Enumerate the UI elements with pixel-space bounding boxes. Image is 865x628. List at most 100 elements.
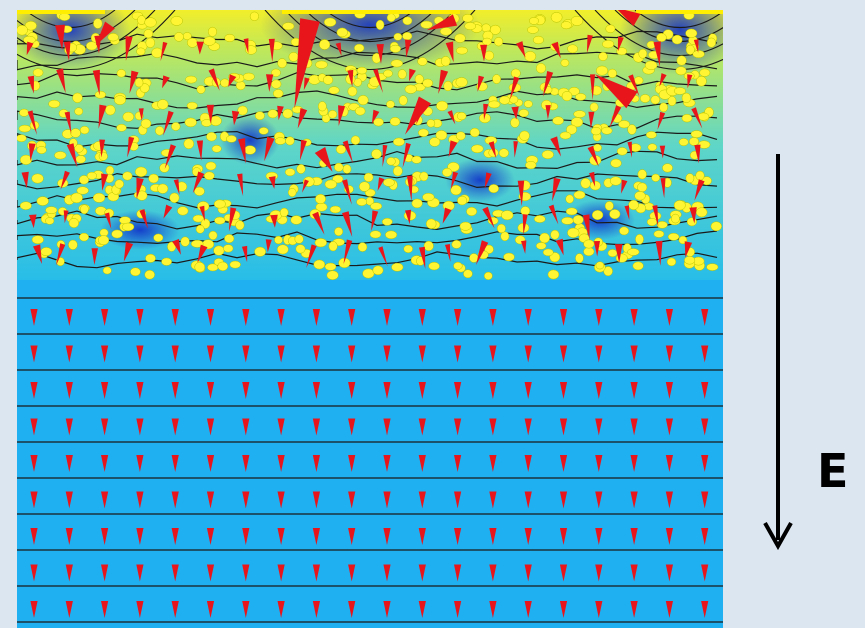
concentration-spot — [620, 10, 723, 75]
particle — [45, 206, 58, 215]
particle — [464, 22, 477, 31]
uniform-field-arrow — [101, 382, 109, 399]
uniform-field-arrow — [277, 491, 285, 509]
uniform-field-arrow — [595, 418, 603, 436]
particle — [455, 131, 466, 141]
particle — [618, 120, 630, 129]
particle — [86, 171, 97, 180]
field-arrow — [426, 14, 458, 31]
uniform-field-arrow — [559, 601, 568, 618]
uniform-field-arrow — [665, 418, 673, 436]
uniform-field-arrow — [65, 345, 73, 363]
field-arrow — [338, 105, 346, 126]
uniform-field-arrow — [242, 345, 250, 363]
field-arrow — [162, 75, 170, 89]
particle — [386, 100, 395, 109]
particle — [235, 220, 245, 231]
particle — [589, 102, 599, 112]
particle — [72, 92, 83, 103]
uniform-field-arrow — [665, 309, 673, 326]
particle — [111, 229, 123, 239]
particle — [644, 60, 658, 70]
particle — [566, 124, 577, 135]
uniform-field-arrow — [348, 418, 356, 436]
field-arrow — [510, 76, 520, 100]
particle — [686, 217, 697, 227]
uniform-field-arrow — [101, 345, 109, 363]
particle — [288, 52, 299, 62]
field-arrow — [306, 244, 317, 268]
particle — [114, 179, 124, 189]
uniform-field-arrow — [348, 601, 356, 618]
field-arrow — [125, 36, 133, 61]
field-arrow — [586, 34, 593, 54]
particle — [690, 130, 703, 138]
field-arrow — [689, 207, 697, 224]
field-arrow — [653, 41, 661, 67]
uniform-field-arrow — [489, 309, 497, 326]
uniform-field-arrow — [665, 345, 673, 363]
uniform-field-arrow — [701, 345, 709, 363]
field-arrow — [21, 171, 29, 189]
particle — [244, 145, 256, 155]
field-arrow — [476, 240, 489, 265]
field-arrow — [138, 108, 144, 121]
uniform-field-arrow — [418, 528, 426, 545]
particle — [695, 170, 705, 181]
field-arrow — [582, 214, 590, 240]
field-arrow — [231, 110, 240, 126]
particle — [220, 78, 230, 88]
particle — [411, 155, 422, 164]
uniform-field-arrow — [418, 491, 426, 509]
field-arrow — [657, 111, 666, 130]
uniform-field-arrow — [30, 345, 38, 363]
particle — [276, 244, 289, 255]
field-arrow — [627, 141, 632, 158]
particle — [357, 95, 369, 106]
field-arrow — [376, 44, 384, 64]
uniform-field-arrow — [559, 418, 568, 436]
uniform-field-arrow — [383, 601, 391, 618]
particle — [386, 13, 396, 22]
particle — [296, 164, 306, 174]
field-arrow — [402, 142, 411, 168]
particle — [121, 222, 135, 232]
uniform-field-arrow — [30, 528, 38, 545]
uniform-field-arrow — [418, 382, 426, 399]
particle — [373, 117, 384, 127]
particle — [684, 255, 696, 265]
particle — [423, 240, 434, 252]
uniform-field-arrow — [559, 309, 568, 326]
particle — [499, 95, 511, 105]
uniform-field-arrow — [136, 382, 144, 399]
field-arrow — [27, 110, 37, 135]
particle — [98, 151, 108, 161]
uniform-field-arrow — [701, 528, 709, 545]
particle — [417, 57, 428, 66]
particle — [426, 119, 436, 128]
particle — [336, 27, 348, 38]
particle — [616, 147, 628, 156]
field-arrow — [192, 171, 205, 194]
uniform-field-arrow — [171, 455, 179, 472]
uniform-field-arrow — [171, 601, 179, 618]
particle — [509, 95, 519, 104]
particle — [523, 100, 533, 108]
particle — [500, 210, 514, 221]
uniform-field-arrow — [206, 418, 215, 436]
field-arrow — [445, 41, 454, 63]
particle — [153, 233, 164, 242]
particle — [226, 135, 237, 143]
particle — [105, 104, 116, 116]
particle — [541, 150, 554, 160]
field-arrow — [299, 139, 307, 161]
particle — [75, 155, 86, 164]
field-arrow — [378, 246, 388, 267]
field-arrow — [511, 106, 519, 120]
particle — [646, 218, 658, 226]
field-arrow — [123, 241, 134, 262]
particle — [442, 167, 453, 177]
uniform-field-arrow — [206, 455, 215, 472]
particle — [205, 161, 217, 171]
particle — [439, 27, 453, 36]
